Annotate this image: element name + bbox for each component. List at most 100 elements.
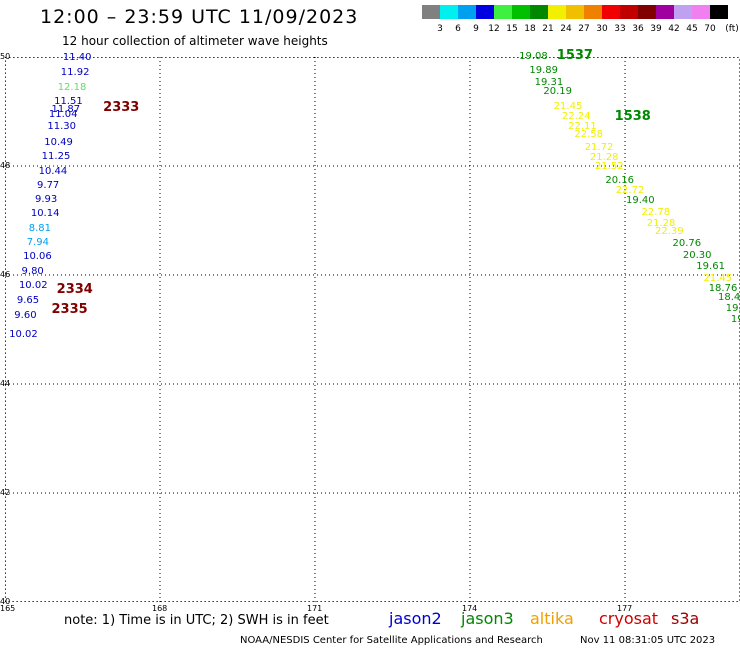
wave-height-value: 7.94 bbox=[26, 237, 49, 249]
legend-label: 30 bbox=[596, 24, 608, 34]
legend-label: 3 bbox=[437, 24, 443, 34]
wave-height-value: 9.80 bbox=[21, 266, 44, 278]
wave-height-value: 22.39 bbox=[654, 226, 684, 238]
wave-height-value: 10.02 bbox=[18, 280, 48, 292]
legend-label: 39 bbox=[650, 24, 662, 34]
wave-height-value: 9.65 bbox=[16, 294, 40, 306]
satellite-s3a: s3a bbox=[671, 609, 700, 628]
latitude-label: 42 bbox=[0, 488, 11, 497]
map-border bbox=[5, 57, 740, 602]
wave-height-value: 21.28 bbox=[589, 151, 619, 163]
longitude-label: 171 bbox=[307, 604, 323, 613]
legend-swatch bbox=[620, 5, 638, 19]
legend-swatch bbox=[710, 5, 728, 19]
page-subtitle: 12 hour collection of altimeter wave hei… bbox=[62, 34, 328, 48]
wave-height-value: 21.72 bbox=[584, 142, 614, 153]
wave-height-value: 8.81 bbox=[28, 223, 52, 235]
wave-height-value: 19.89 bbox=[529, 64, 559, 76]
legend-label: 24 bbox=[560, 24, 572, 34]
generated-timestamp: Nov 11 08:31:05 UTC 2023 bbox=[580, 635, 716, 646]
legend-swatch bbox=[566, 5, 584, 19]
legend-swatch bbox=[422, 5, 440, 19]
legend-swatch bbox=[692, 5, 710, 19]
longitude-label: 174 bbox=[462, 604, 478, 613]
legend-swatch bbox=[548, 5, 566, 19]
wave-height-value: 11.87 bbox=[51, 104, 81, 116]
wave-height-value: 20.16 bbox=[605, 174, 634, 186]
latitude-label: 48 bbox=[0, 161, 11, 170]
longitude-label: 177 bbox=[617, 604, 633, 613]
pass-time-label: 2333 bbox=[103, 100, 140, 116]
legend-label: 6 bbox=[455, 24, 461, 34]
wave-height-value: 22.11 bbox=[568, 121, 597, 133]
pass-time-label: 1537 bbox=[556, 47, 593, 63]
legend-label: 9 bbox=[473, 24, 479, 34]
longitude-label: 165 bbox=[0, 604, 16, 613]
wave-height-value: 19.10 bbox=[730, 314, 740, 326]
wave-height-value: 18.44 bbox=[718, 292, 740, 304]
wave-height-value: 18.76 bbox=[708, 282, 738, 294]
wave-height-value: 11.92 bbox=[60, 66, 90, 78]
wave-height-value: 11.25 bbox=[41, 150, 71, 162]
wave-height-value: 19.61 bbox=[696, 261, 725, 273]
legend-label: 45 bbox=[686, 24, 698, 34]
legend-label: 21 bbox=[542, 24, 554, 34]
legend-label: 36 bbox=[632, 24, 644, 34]
wave-height-value: 20.19 bbox=[543, 86, 572, 98]
wave-height-value: 21.52 bbox=[595, 161, 624, 173]
wave-height-value: 22.78 bbox=[641, 207, 671, 219]
wave-height-value: 19.31 bbox=[534, 76, 564, 88]
legend-label: 33 bbox=[614, 24, 626, 34]
satellite-altika: altika bbox=[530, 609, 574, 628]
wave-height-value: 9.77 bbox=[37, 179, 60, 191]
legend-swatch bbox=[530, 5, 548, 19]
pass-time-label: 1538 bbox=[614, 108, 651, 124]
latitude-label: 46 bbox=[0, 270, 11, 279]
wave-height-value: 19.08 bbox=[519, 51, 548, 62]
wave-height-value: 20.76 bbox=[672, 238, 702, 250]
footer-note: note: 1) Time is in UTC; 2) SWH is in fe… bbox=[64, 613, 329, 628]
legend-swatch bbox=[656, 5, 674, 19]
wave-height-value: 12.18 bbox=[57, 81, 87, 93]
credit-text: NOAA/NESDIS Center for Satellite Applica… bbox=[240, 635, 543, 646]
map-plot-area bbox=[5, 57, 740, 602]
legend-label: 27 bbox=[578, 24, 590, 34]
pass-time-label: 2334 bbox=[56, 282, 93, 298]
wave-height-value: 19.54 bbox=[725, 302, 740, 314]
legend-swatch bbox=[458, 5, 476, 19]
satellite-jason2: jason2 bbox=[389, 609, 442, 628]
wave-height-value: 10.49 bbox=[44, 136, 73, 148]
legend-swatch bbox=[602, 5, 620, 19]
legend-label: 18 bbox=[524, 24, 536, 34]
legend-label: 12 bbox=[488, 24, 500, 34]
wave-height-value: 21.28 bbox=[646, 217, 676, 229]
satellite-cryosat: cryosat bbox=[599, 609, 659, 628]
wave-height-value: 11.40 bbox=[62, 52, 92, 64]
legend-swatch bbox=[440, 5, 458, 19]
wave-height-value: 11.04 bbox=[48, 109, 78, 121]
wave-height-value: 19.40 bbox=[626, 194, 655, 206]
wave-height-value: 9.60 bbox=[14, 309, 37, 321]
wave-height-value: 9.93 bbox=[34, 193, 58, 205]
legend-label: 15 bbox=[506, 24, 518, 34]
legend-label: 70 bbox=[704, 24, 716, 34]
wave-height-value: 10.44 bbox=[38, 165, 68, 177]
latitude-label: 44 bbox=[0, 379, 11, 388]
legend-swatch bbox=[494, 5, 512, 19]
wave-height-value: 21.45 bbox=[553, 101, 583, 113]
longitude-label: 168 bbox=[152, 604, 168, 613]
wave-height-value: 10.14 bbox=[30, 207, 60, 219]
legend-swatch bbox=[584, 5, 602, 19]
wave-height-value: 11.30 bbox=[47, 121, 76, 133]
latitude-label: 40 bbox=[0, 597, 11, 606]
wave-height-value: 22.24 bbox=[561, 111, 591, 123]
wave-height-value: 21.45 bbox=[703, 272, 733, 284]
wave-height-value: 22.72 bbox=[615, 184, 645, 196]
legend-unit: (ft) bbox=[725, 24, 739, 34]
page-title: 12:00 – 23:59 UTC 11/09/2023 bbox=[40, 6, 359, 28]
legend-label: 42 bbox=[668, 24, 680, 34]
wave-height-value: 10.02 bbox=[9, 329, 38, 341]
wave-height-value: 10.06 bbox=[23, 251, 52, 262]
wave-height-value: 20.30 bbox=[682, 249, 712, 261]
wave-height-value: 22.58 bbox=[574, 129, 603, 141]
